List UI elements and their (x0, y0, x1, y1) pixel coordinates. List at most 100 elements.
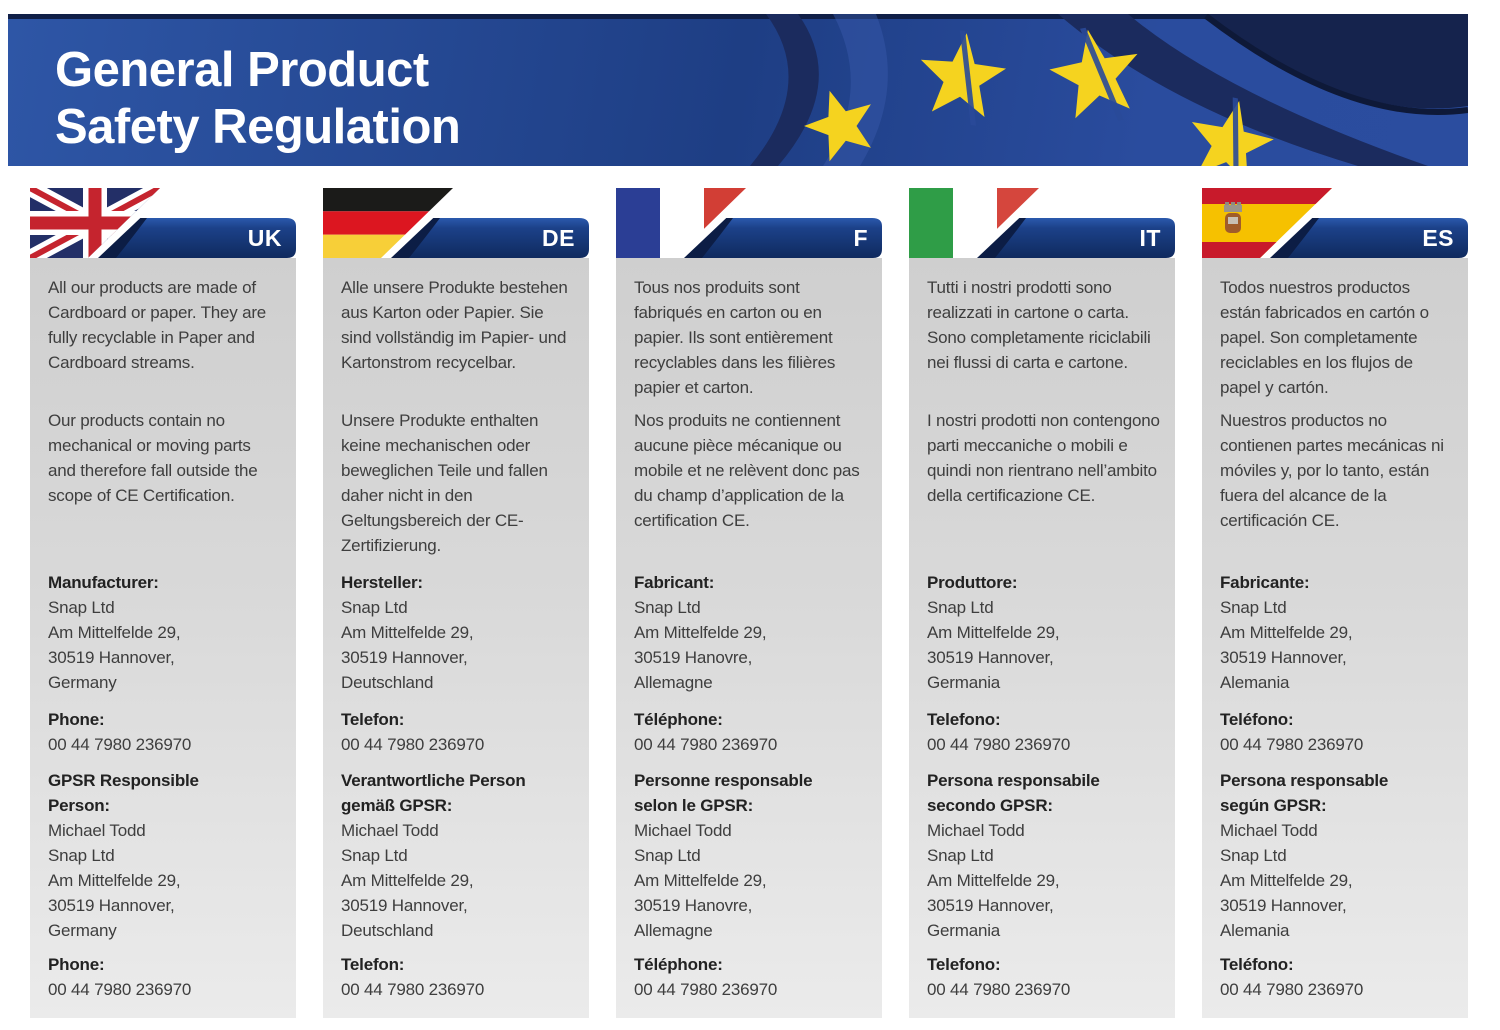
address-line: Alemania (1220, 673, 1290, 692)
recyclability-text: Alle unsere Produkte bestehen aus Karton… (341, 278, 568, 372)
gpsr-line: Germany (48, 921, 117, 940)
flag-banner-es: ES (1202, 188, 1468, 258)
address-line: Snap Ltd (634, 598, 701, 617)
recyclability-text: Todos nuestros productos están fabricado… (1220, 278, 1429, 397)
gpsr-block: GPSR Responsible Person: Michael Todd Sn… (48, 768, 282, 943)
page-title-line2: Safety Regulation (55, 100, 461, 154)
language-column-fr: F Tous nos produits sont fabriqués en ca… (616, 188, 882, 1018)
gpsr-line: Michael Todd (634, 821, 732, 840)
phone-number: 00 44 7980 236970 (1220, 735, 1364, 754)
address-line: 30519 Hanovre, (634, 648, 753, 667)
gpsr-line: Michael Todd (341, 821, 439, 840)
italy-flag-icon (909, 188, 1175, 258)
phone-label: Phone: (48, 955, 105, 974)
info-panel-es: Todos nuestros productos están fabricado… (1202, 258, 1468, 1018)
manufacturer-label: Fabricant: (634, 573, 715, 592)
flag-banner-it: IT (909, 188, 1175, 258)
gpsr-label: Persona responsabile secondo GPSR: (927, 771, 1100, 815)
phone-block: Téléphone: 00 44 7980 236970 (634, 707, 868, 757)
gpsr-block: Persona responsable según GPSR: Michael … (1220, 768, 1454, 943)
address-line: 30519 Hannover, (1220, 648, 1347, 667)
language-code-badge: IT (1139, 225, 1161, 251)
gpsr-line: Germania (927, 921, 1001, 940)
gpsr-block: Personne responsable selon le GPSR: Mich… (634, 768, 868, 943)
recyclability-text: Tous nos produits sont fabriqués en cart… (634, 278, 836, 397)
language-code-badge: DE (542, 225, 575, 251)
eu-flag-stars-icon (750, 14, 1468, 166)
phone-label: Telefon: (341, 955, 405, 974)
gpsr-line: Snap Ltd (927, 846, 994, 865)
phone-block: Phone: 00 44 7980 236970 (48, 707, 282, 757)
gpsr-block: Persona responsabile secondo GPSR: Micha… (927, 768, 1161, 943)
language-columns: UK All our products are made of Cardboar… (30, 188, 1470, 1018)
phone-block: Telefon: 00 44 7980 236970 (341, 707, 575, 757)
gpsr-label: Persona responsable según GPSR: (1220, 771, 1389, 815)
flag-banner-uk: UK (30, 188, 296, 258)
address-line: Am Mittelfelde 29, (1220, 623, 1353, 642)
address-line: Am Mittelfelde 29, (341, 623, 474, 642)
gpsr-line: Am Mittelfelde 29, (927, 871, 1060, 890)
manufacturer-label: Manufacturer: (48, 573, 159, 592)
address-line: Snap Ltd (927, 598, 994, 617)
gpsr-line: Michael Todd (927, 821, 1025, 840)
phone2-block: Téléphone: 00 44 7980 236970 (634, 952, 868, 1002)
language-column-it: IT Tutti i nostri prodotti sono realizza… (909, 188, 1175, 1018)
gpsr-line: 30519 Hannover, (48, 896, 175, 915)
gpsr-line: Am Mittelfelde 29, (341, 871, 474, 890)
address-line: Germany (48, 673, 117, 692)
gpsr-line: 30519 Hannover, (927, 896, 1054, 915)
gpsr-block: Verantwortliche Person gemäß GPSR: Micha… (341, 768, 575, 943)
phone2-block: Phone: 00 44 7980 236970 (48, 952, 282, 1002)
gpsr-line: Alemania (1220, 921, 1290, 940)
gpsr-line: Snap Ltd (341, 846, 408, 865)
phone-number: 00 44 7980 236970 (1220, 980, 1364, 999)
recyclability-text: Tutti i nostri prodotti sono realizzati … (927, 278, 1151, 372)
address-line: Snap Ltd (48, 598, 115, 617)
gpsr-line: Michael Todd (1220, 821, 1318, 840)
address-line: Snap Ltd (1220, 598, 1287, 617)
spain-crest-icon (1224, 202, 1242, 233)
phone-label: Telefono: (927, 955, 1001, 974)
address-line: Am Mittelfelde 29, (927, 623, 1060, 642)
gpsr-label: Verantwortliche Person gemäß GPSR: (341, 771, 526, 815)
header-banner: General Product Safety Regulation (8, 14, 1468, 166)
info-panel-it: Tutti i nostri prodotti sono realizzati … (909, 258, 1175, 1018)
language-column-es: ES Todos nuestros productos están fabric… (1202, 188, 1468, 1018)
gpsr-line: Michael Todd (48, 821, 146, 840)
flag-banner-de: DE (323, 188, 589, 258)
address-line: Deutschland (341, 673, 434, 692)
germany-flag-icon (323, 188, 589, 258)
uk-flag-icon (30, 188, 296, 258)
page-title-line1: General Product (55, 43, 429, 97)
language-column-uk: UK All our products are made of Cardboar… (30, 188, 296, 1018)
ce-exemption-text: Nuestros productos no contienen partes m… (1220, 411, 1444, 530)
ce-exemption-text: I nostri prodotti non contengono parti m… (927, 411, 1160, 505)
phone-label: Téléphone: (634, 710, 723, 729)
address-line: Allemagne (634, 673, 713, 692)
phone-number: 00 44 7980 236970 (341, 735, 485, 754)
manufacturer-block: Fabricante: Snap Ltd Am Mittelfelde 29, … (1220, 570, 1454, 695)
phone2-block: Telefon: 00 44 7980 236970 (341, 952, 575, 1002)
spain-flag-icon (1202, 188, 1468, 258)
language-code-badge: ES (1422, 225, 1454, 251)
header-top-stripe (8, 14, 1468, 19)
gpsr-line: Am Mittelfelde 29, (48, 871, 181, 890)
gpsr-line: Snap Ltd (1220, 846, 1287, 865)
address-line: 30519 Hannover, (927, 648, 1054, 667)
address-line: Am Mittelfelde 29, (48, 623, 181, 642)
phone-number: 00 44 7980 236970 (927, 980, 1071, 999)
phone-number: 00 44 7980 236970 (341, 980, 485, 999)
phone-block: Telefono: 00 44 7980 236970 (927, 707, 1161, 757)
gpsr-line: Snap Ltd (48, 846, 115, 865)
info-panel-de: Alle unsere Produkte bestehen aus Karton… (323, 258, 589, 1018)
phone-number: 00 44 7980 236970 (634, 735, 778, 754)
ce-exemption-text: Unsere Produkte enthalten keine mechanis… (341, 411, 548, 555)
gpsr-line: Am Mittelfelde 29, (634, 871, 767, 890)
manufacturer-block: Hersteller: Snap Ltd Am Mittelfelde 29, … (341, 570, 575, 695)
phone-label: Telefon: (341, 710, 405, 729)
gpsr-line: Allemagne (634, 921, 713, 940)
address-line: Am Mittelfelde 29, (634, 623, 767, 642)
gpsr-label: GPSR Responsible Person: (48, 771, 199, 815)
gpsr-label: Personne responsable selon le GPSR: (634, 771, 813, 815)
manufacturer-block: Produttore: Snap Ltd Am Mittelfelde 29, … (927, 570, 1161, 695)
